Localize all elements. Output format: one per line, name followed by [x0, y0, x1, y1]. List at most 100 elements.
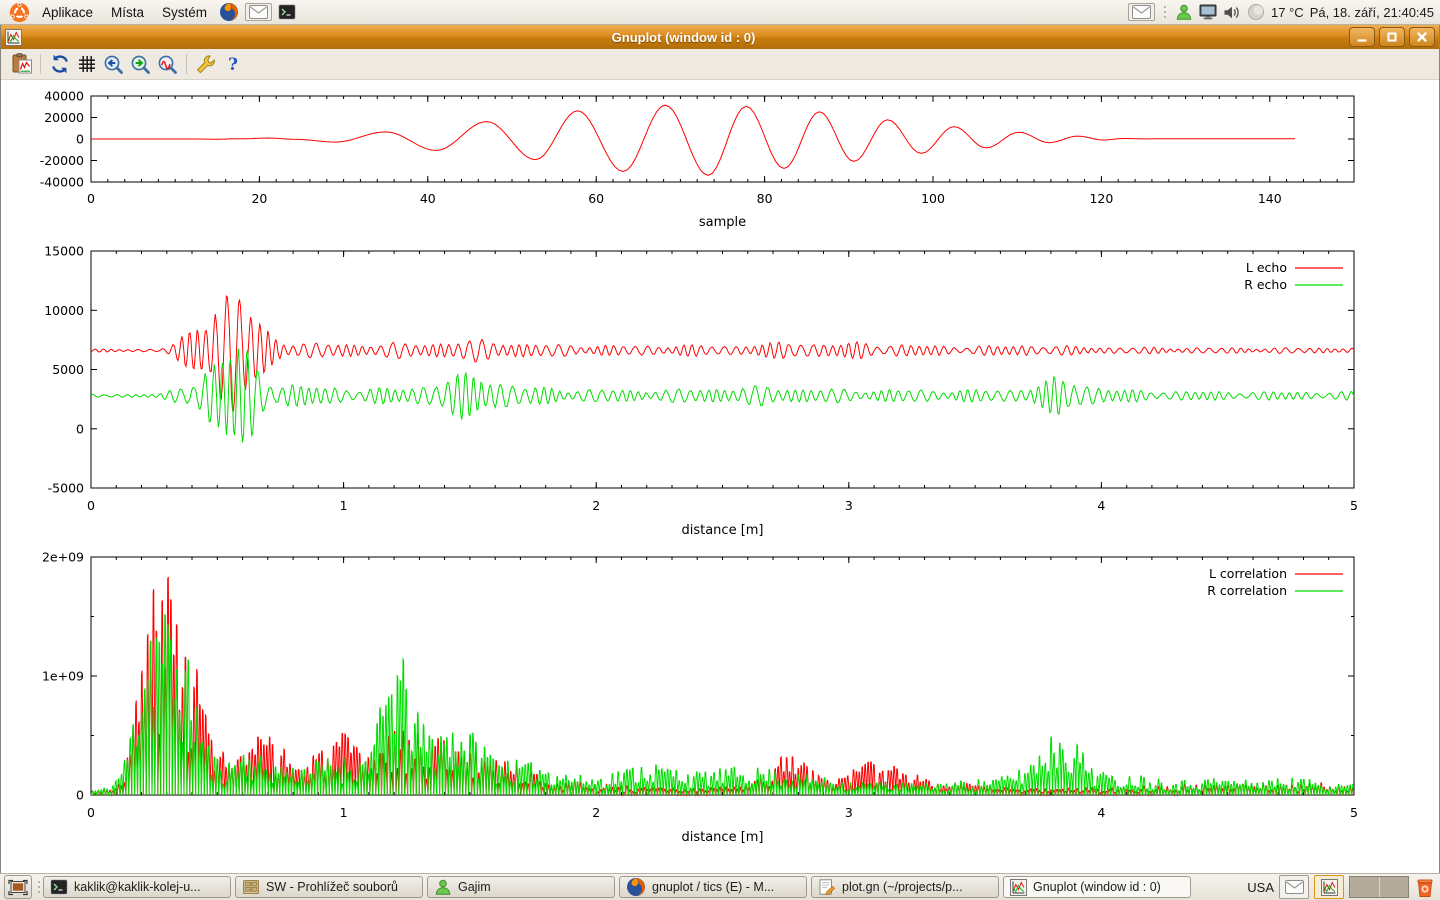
window-icon[interactable]: [5, 28, 22, 46]
clock[interactable]: Pá, 18. září, 21:40:45: [1309, 4, 1434, 20]
y-tick-label: 15000: [44, 244, 84, 259]
workspace-1[interactable]: [1350, 877, 1379, 897]
maximize-icon: [1386, 31, 1398, 43]
minimize-button[interactable]: [1349, 27, 1375, 47]
refresh-button[interactable]: [46, 51, 73, 78]
gnuplot-plot-canvas[interactable]: 0 20 40 60 80 100 120 140 -40000 -20000 0 20000 4000…: [1, 80, 1439, 873]
taskbar-right: USA: [1247, 875, 1436, 899]
task-button-list: kaklik@kaklik-kolej-u... SW - Prohlížeč s…: [43, 876, 1195, 898]
x-tick-label: 40: [420, 191, 436, 206]
maximize-button[interactable]: [1379, 27, 1405, 47]
settings-button[interactable]: [192, 51, 219, 78]
gnuplot-window: Gnuplot (window id : 0) ? 0 20 40 60 80 100 12…: [0, 25, 1440, 873]
copy-plot-button[interactable]: [8, 51, 35, 78]
volume-icon[interactable]: [1223, 5, 1241, 20]
tray-drag-handle[interactable]: [1161, 1, 1169, 23]
task-button-gnuplot[interactable]: Gnuplot (window id : 0): [1003, 876, 1191, 898]
user-icon: [434, 878, 452, 896]
temperature-label: 17 °C: [1271, 4, 1304, 20]
grid-button[interactable]: [73, 51, 100, 78]
grid-icon: [77, 54, 97, 74]
legend-label: R correlation: [1207, 583, 1287, 598]
keyboard-layout-indicator[interactable]: USA: [1247, 879, 1274, 895]
remote-desktop-icon[interactable]: [1199, 4, 1217, 20]
plot-correlations: 0 1 2 3 4 5 0 1e+09 2e+09 distance [m] L correlati…: [42, 550, 1358, 846]
tray-mail-button[interactable]: [1279, 875, 1309, 899]
task-button-editor[interactable]: plot.gn (~/projects/p...: [811, 876, 999, 898]
weather-icon[interactable]: [1247, 3, 1265, 21]
ubuntu-logo[interactable]: [9, 2, 30, 23]
close-icon: [1416, 31, 1428, 43]
tray-mail-icon[interactable]: [1128, 3, 1156, 21]
x-tick-label: 0: [87, 498, 95, 513]
x-tick-label: 2: [592, 498, 600, 513]
trash-icon[interactable]: [1414, 876, 1436, 898]
y-tick-label: 10000: [44, 303, 84, 318]
top-panel: Aplikace Místa Systém 17 °C Pá, 18. září…: [0, 0, 1440, 25]
y-tick-label: 20000: [44, 110, 84, 125]
window-titlebar[interactable]: Gnuplot (window id : 0): [1, 25, 1439, 50]
x-axis-label: distance [m]: [681, 830, 763, 845]
autoscale-button[interactable]: [154, 51, 181, 78]
y-tick-label: 0: [76, 788, 84, 803]
x-tick-label: 1: [340, 805, 348, 820]
legend-label: L echo: [1246, 260, 1287, 275]
series-R-echo: [90, 348, 1355, 443]
user-switcher-icon[interactable]: [1175, 3, 1193, 21]
zoom-next-button[interactable]: [127, 51, 154, 78]
terminal-icon: [50, 879, 68, 895]
zoom-previous-icon: [103, 54, 124, 75]
y-tick-label: -40000: [40, 175, 84, 190]
close-button[interactable]: [1409, 27, 1435, 47]
zoom-previous-button[interactable]: [100, 51, 127, 78]
show-desktop-button[interactable]: [4, 875, 32, 899]
task-button-folder[interactable]: SW - Prohlížeč souborů: [235, 876, 423, 898]
x-tick-label: 4: [1097, 805, 1105, 820]
panel-tray: 17 °C Pá, 18. září, 21:40:45: [1128, 1, 1434, 23]
task-button-firefox[interactable]: gnuplot / tics (E) - M...: [619, 876, 807, 898]
x-tick-label: 120: [1089, 191, 1113, 206]
series-L-correlation: [90, 576, 1354, 797]
workspace-2[interactable]: [1378, 877, 1408, 897]
mail-launcher-icon[interactable]: [245, 3, 273, 21]
x-tick-label: 2: [592, 805, 600, 820]
x-tick-label: 140: [1258, 191, 1282, 206]
workspace-switcher[interactable]: [1349, 876, 1409, 898]
tasklist-drag-handle[interactable]: [35, 876, 43, 898]
editor-icon: [818, 879, 836, 895]
menu-system[interactable]: Systém: [162, 4, 208, 20]
series-waveform: [91, 104, 1296, 176]
x-tick-label: 1: [340, 498, 348, 513]
terminal-launcher-icon[interactable]: [278, 4, 297, 20]
y-tick-label: 5000: [52, 362, 84, 377]
plot-waveform: 0 20 40 60 80 100 120 140 -40000 -20000 0 20000 4000…: [40, 89, 1355, 230]
legend-label: L correlation: [1209, 566, 1287, 581]
toolbar-separator: [40, 54, 41, 74]
x-tick-label: 5: [1350, 498, 1358, 513]
x-tick-label: 20: [251, 191, 267, 206]
zoom-next-icon: [130, 54, 151, 75]
x-tick-label: 100: [921, 191, 945, 206]
task-button-user[interactable]: Gajim: [427, 876, 615, 898]
y-tick-label: 1e+09: [42, 669, 84, 684]
menu-places[interactable]: Místa: [111, 4, 145, 20]
window-toolbar: ?: [1, 49, 1439, 80]
taskbar: kaklik@kaklik-kolej-u... SW - Prohlížeč s…: [0, 873, 1440, 900]
x-tick-label: 4: [1097, 498, 1105, 513]
y-tick-label: 2e+09: [42, 550, 84, 565]
series-L-echo: [90, 294, 1355, 412]
menu-applications[interactable]: Aplikace: [42, 4, 94, 20]
refresh-icon: [49, 53, 71, 75]
series-R-correlation: [90, 613, 1354, 797]
y-tick-label: -5000: [48, 481, 84, 496]
x-tick-label: 0: [87, 191, 95, 206]
x-tick-label: 3: [845, 498, 853, 513]
help-button[interactable]: ?: [219, 51, 246, 78]
x-axis-label: distance [m]: [681, 523, 763, 538]
folder-icon: [242, 879, 260, 895]
minimize-icon: [1356, 31, 1368, 43]
task-button-terminal[interactable]: kaklik@kaklik-kolej-u...: [43, 876, 231, 898]
tray-gnuplot-button[interactable]: [1314, 875, 1344, 899]
task-button-label: plot.gn (~/projects/p...: [842, 880, 963, 894]
firefox-launcher-icon[interactable]: [219, 2, 239, 22]
